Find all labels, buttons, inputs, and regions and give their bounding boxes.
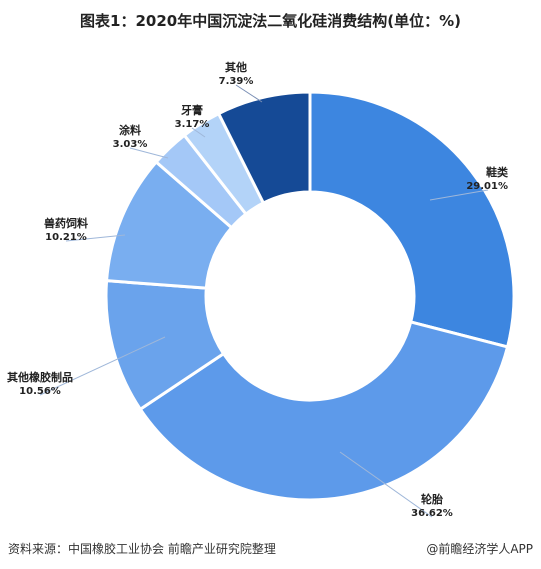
label-other: 其他 (225, 60, 247, 74)
slice-labels: 鞋类 29.01% 轮胎 36.62% 其他橡胶制品 10.56% 兽药饲料 10.21% 涂料… (7, 60, 509, 519)
label-coatings: 涂料 (119, 123, 141, 137)
source-note: 资料来源：中国橡胶工业协会 前瞻产业研究院整理 (8, 542, 276, 556)
slice-other (216, 90, 312, 206)
leader-line-veterinary-feed (65, 234, 126, 242)
label-veterinary-feed: 兽药饲料 (44, 216, 88, 230)
value-label-other: 7.39% (219, 76, 254, 87)
leader-lines (39, 84, 489, 518)
value-label-shoes: 29.01% (466, 181, 508, 192)
donut-slices (104, 90, 516, 502)
value-label-toothpaste: 3.17% (175, 119, 210, 130)
leader-line-toothpaste (191, 127, 206, 138)
value-label-coatings: 3.03% (113, 139, 148, 150)
label-other-rubber: 其他橡胶制品 (7, 370, 73, 384)
value-label-veterinary-feed: 10.21% (45, 232, 87, 243)
label-tires: 轮胎 (421, 492, 443, 506)
slice-shoes (308, 90, 516, 349)
brand-credit: @前瞻经济学人APP (426, 542, 533, 556)
leader-line-other (235, 84, 263, 103)
label-shoes: 鞋类 (486, 165, 509, 179)
leader-line-shoes (429, 189, 489, 201)
slice-tires (138, 320, 510, 502)
value-label-tires: 36.62% (411, 508, 453, 519)
label-toothpaste: 牙膏 (181, 103, 203, 117)
value-label-other-rubber: 10.56% (19, 386, 61, 397)
leader-line-coatings (129, 147, 169, 159)
leader-line-tires (339, 451, 433, 518)
leader-line-other-rubber (39, 336, 166, 396)
chart-title: 图表1：2020年中国沉淀法二氧化硅消费结构(单位：%) (80, 12, 461, 30)
